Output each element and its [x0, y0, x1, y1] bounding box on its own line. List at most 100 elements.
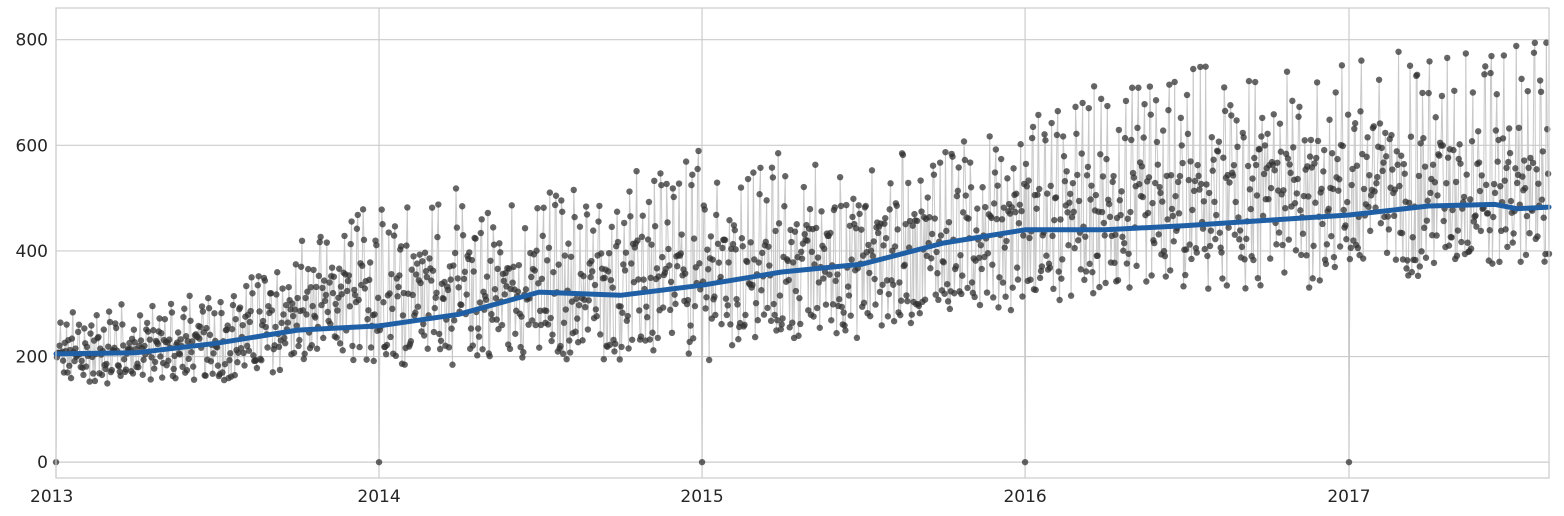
observation-point	[231, 371, 238, 379]
observation-point	[1015, 220, 1023, 227]
observation-point	[974, 205, 981, 212]
observation-point	[750, 169, 757, 176]
observation-point	[1432, 114, 1439, 121]
observation-point	[975, 254, 983, 262]
observation-point	[1515, 124, 1523, 132]
observation-point	[655, 273, 662, 280]
observation-stem	[1037, 114, 1040, 189]
observation-point	[1044, 190, 1051, 197]
observation-stem	[1038, 188, 1041, 278]
observation-stem	[1292, 147, 1295, 180]
observation-point	[1161, 252, 1169, 260]
observation-point	[791, 228, 799, 235]
observation-point	[157, 353, 164, 360]
observation-point	[1299, 230, 1307, 237]
observation-stem	[1414, 75, 1417, 261]
observation-point	[942, 148, 949, 156]
observation-point	[1378, 144, 1385, 152]
observation-point	[428, 277, 435, 284]
observation-point	[853, 334, 861, 342]
observation-point	[1344, 111, 1352, 118]
observation-point	[330, 273, 338, 280]
observation-point	[297, 263, 305, 270]
observation-stem	[761, 252, 764, 277]
observation-stem	[770, 167, 773, 321]
observation-point	[943, 280, 951, 288]
observation-point	[289, 312, 297, 320]
observation-point	[205, 305, 213, 312]
observation-point	[308, 341, 315, 349]
observation-point	[1339, 142, 1346, 150]
observation-point	[185, 355, 192, 363]
observation-point	[370, 357, 377, 365]
observation-stem	[1456, 230, 1459, 256]
observation-point	[387, 333, 394, 341]
observation-stem	[1421, 92, 1424, 139]
observation-point	[691, 302, 699, 310]
observation-stem	[1444, 183, 1447, 248]
observation-stem	[1515, 46, 1518, 183]
observation-point	[874, 229, 882, 237]
observation-point	[804, 237, 811, 244]
observation-point	[414, 303, 422, 310]
observation-point	[1257, 282, 1264, 289]
observation-point	[1287, 169, 1294, 177]
observation-point	[611, 348, 618, 355]
observation-point	[585, 297, 592, 304]
observation-stem	[374, 240, 376, 315]
observation-point	[994, 182, 1001, 189]
observation-stem	[1106, 106, 1109, 200]
observation-point	[412, 271, 420, 278]
observation-point	[743, 258, 751, 266]
observation-point	[488, 310, 495, 318]
observation-point	[316, 238, 323, 246]
observation-point	[1018, 207, 1025, 215]
observation-point	[1236, 236, 1243, 243]
observation-stem	[473, 237, 476, 272]
observation-point	[1230, 161, 1238, 169]
observation-stem	[1162, 130, 1165, 252]
observation-stem	[405, 245, 407, 348]
observation-point	[1234, 143, 1241, 151]
observation-stem	[735, 249, 738, 300]
observation-point	[366, 276, 373, 284]
observation-point	[83, 343, 91, 351]
observation-point	[695, 147, 702, 155]
observation-stem	[558, 264, 561, 349]
observation-point	[941, 290, 948, 297]
observation-point	[1167, 172, 1175, 179]
observation-point	[1085, 104, 1092, 112]
observation-stem	[586, 214, 589, 330]
observation-point	[867, 247, 875, 254]
observation-point	[1205, 285, 1212, 292]
observation-stem	[1255, 165, 1258, 196]
observation-point	[227, 350, 234, 357]
observation-point	[1087, 196, 1094, 203]
observation-point	[1418, 248, 1425, 255]
observation-point	[637, 333, 645, 340]
observation-point	[1513, 179, 1521, 187]
observation-point	[927, 265, 934, 272]
observation-point	[332, 300, 339, 308]
observation-stem	[1210, 137, 1213, 231]
observation-stem	[1460, 208, 1463, 243]
observation-point	[232, 315, 239, 323]
observation-stem	[640, 236, 643, 337]
observation-point	[273, 291, 280, 298]
x-tick-label: 2016	[1003, 487, 1046, 507]
observation-stem	[1259, 136, 1262, 286]
observation-point	[1127, 208, 1134, 216]
observation-point	[828, 317, 835, 324]
observation-point	[1334, 155, 1341, 163]
observation-point	[196, 335, 203, 342]
observation-point	[838, 303, 846, 311]
observation-point	[1032, 286, 1039, 294]
observation-point	[154, 340, 161, 348]
observation-point	[842, 327, 849, 334]
observation-point	[882, 234, 890, 242]
observation-stem	[1082, 102, 1084, 227]
observation-point	[1166, 81, 1173, 88]
observation-stem	[406, 207, 409, 294]
observation-point	[86, 378, 93, 385]
observation-point	[647, 274, 654, 282]
